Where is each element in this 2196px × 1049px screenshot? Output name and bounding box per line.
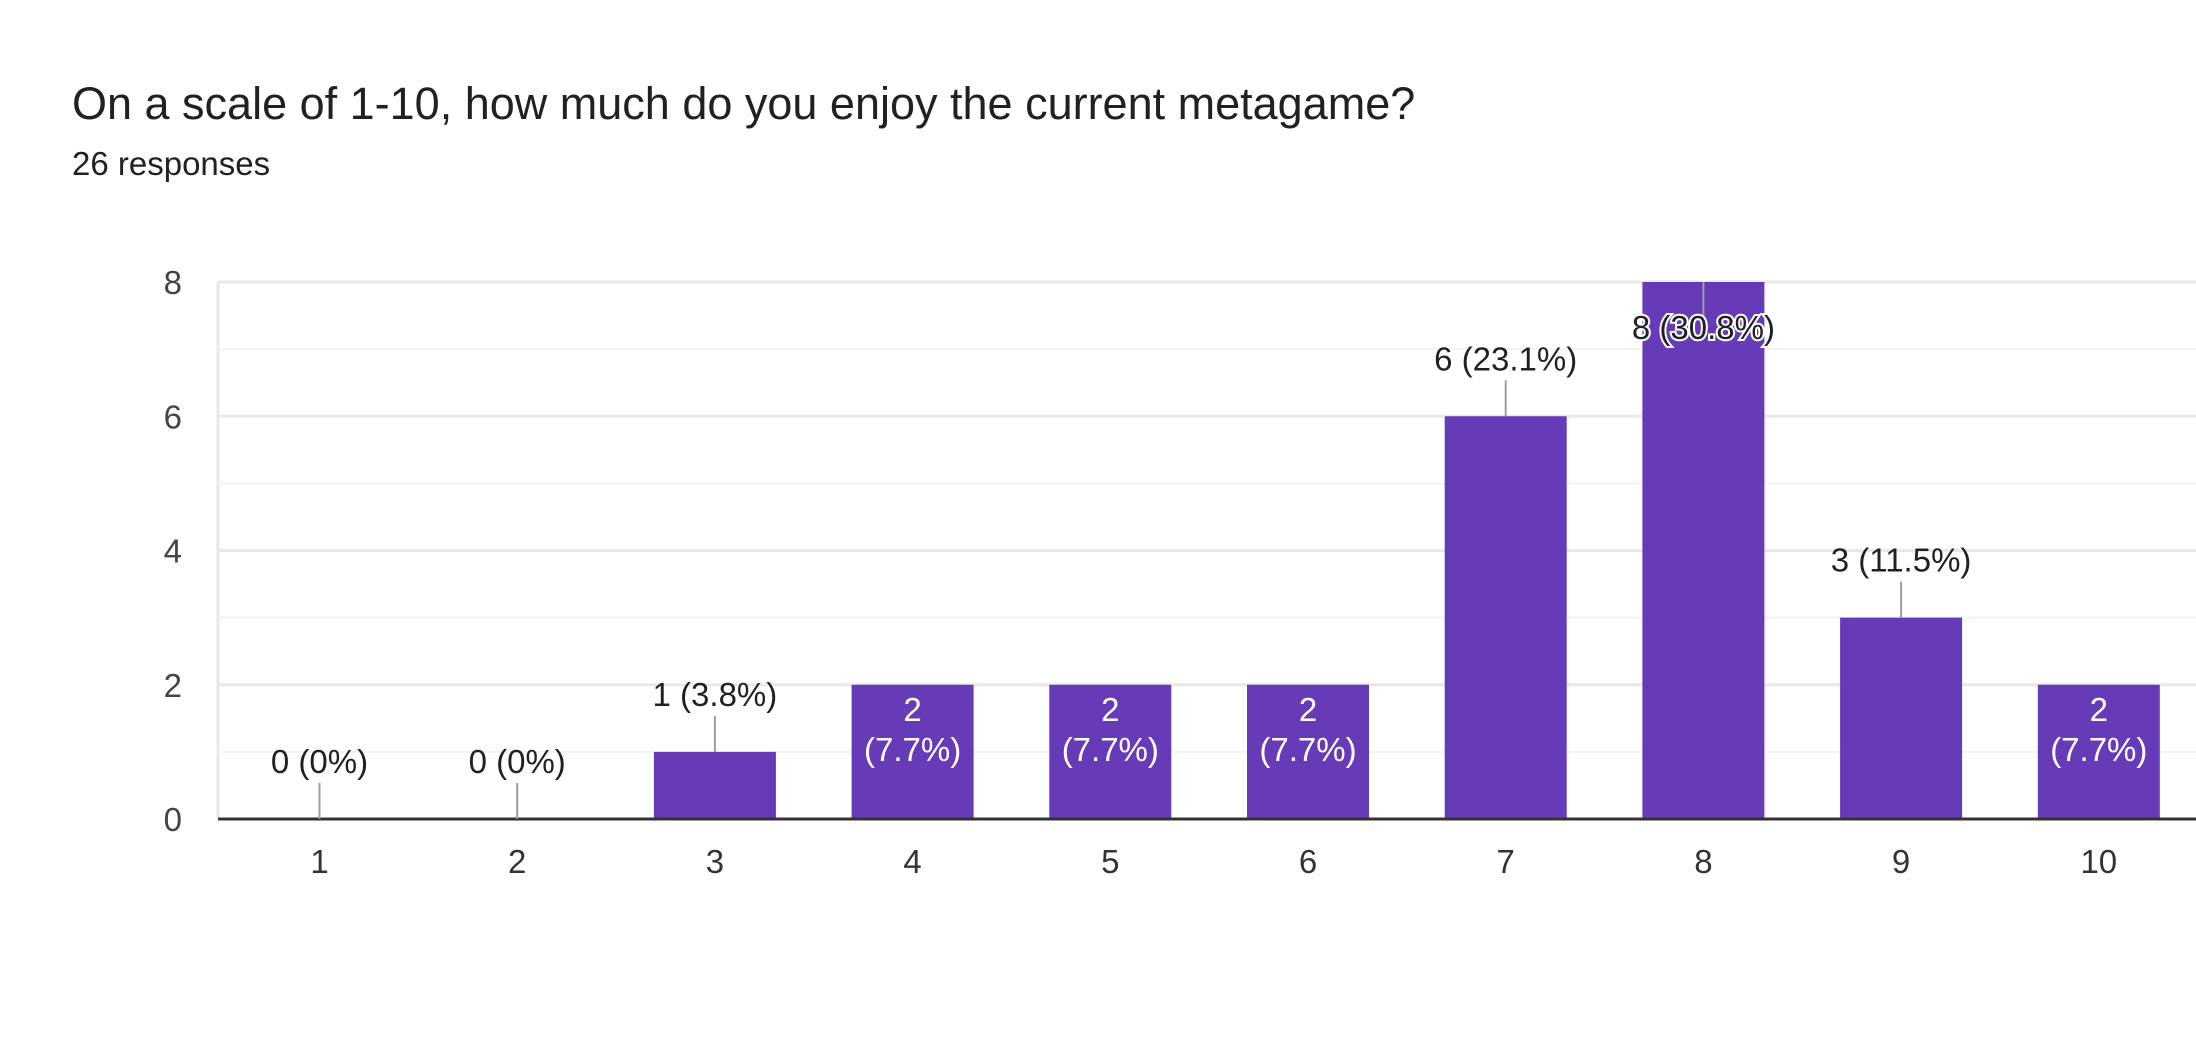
data-label: 6 (23.1%) [1434,340,1577,377]
x-tick-label: 3 [706,843,724,880]
data-label: 0 (0%) [469,743,566,780]
data-labels: 0 (0%) 0 (0%)1 (3.8%) 2(7.7%)2(7.7%)2(7.7%… [271,282,2147,819]
bar-5 [1049,684,1172,819]
y-tick-label: 8 [164,264,182,301]
x-tick-label: 4 [903,843,921,880]
bar-7 [1444,416,1567,819]
data-label: 2 [1299,691,1317,728]
y-tick-label: 2 [164,667,182,704]
bar-8 [1642,282,1765,819]
response-count: 26 responses [72,145,271,182]
x-tick-label: 6 [1299,843,1317,880]
x-axis-ticks: 1 2 3 4 5 6 7 8 9 10 [310,843,2117,880]
data-label: 2 [2090,691,2108,728]
data-label: (7.7%) [2050,731,2147,768]
x-tick-label: 1 [310,843,328,880]
x-tick-label: 7 [1497,843,1515,880]
chart-header: On a scale of 1-10, how much do you enjo… [72,74,2132,186]
data-label: (7.7%) [1062,731,1159,768]
y-tick-label: 0 [164,801,182,838]
bar-4 [851,684,974,819]
y-axis-ticks: 0 2 4 6 8 [164,264,182,838]
bar-10 [2037,684,2160,819]
x-tick-label: 5 [1101,843,1119,880]
data-label: 8 (30.8%) [1632,309,1775,346]
data-label: 2 [903,691,921,728]
data-label: (7.7%) [864,731,961,768]
bar-3 [653,751,776,819]
x-tick-label: 9 [1892,843,1910,880]
x-tick-label: 2 [508,843,526,880]
x-tick-label: 10 [2080,843,2117,880]
bar-6 [1247,684,1369,819]
question-title: On a scale of 1-10, how much do you enjo… [72,78,1416,129]
bars [653,282,2160,819]
bar-9 [1840,617,1963,819]
y-tick-label: 6 [164,398,182,435]
y-tick-label: 4 [164,533,182,570]
data-label: 2 [1101,691,1119,728]
data-label: 3 (11.5%) [1831,542,1972,579]
data-label: (7.7%) [1259,731,1356,768]
x-tick-label: 8 [1694,843,1712,880]
data-label: 1 (3.8%) [653,676,778,713]
data-label: 0 (0%) [271,743,368,780]
